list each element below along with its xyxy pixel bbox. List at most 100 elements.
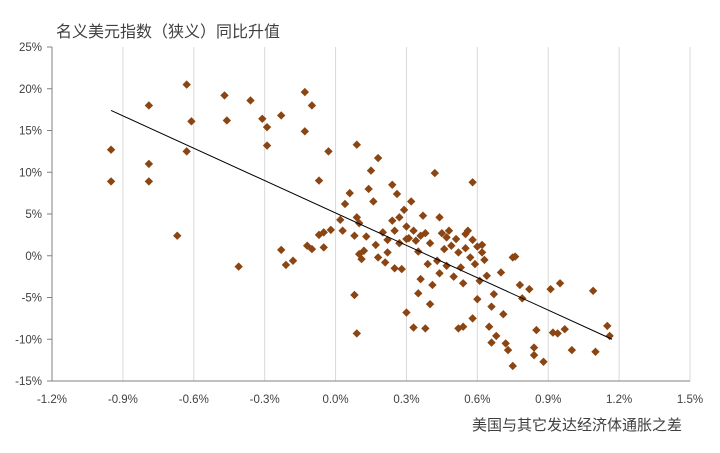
data-point (288, 256, 298, 265)
data-point (496, 268, 506, 277)
y-tick-label: 0% (25, 251, 42, 263)
y-tick-label: 25% (19, 42, 42, 54)
data-point (277, 111, 286, 120)
data-point (473, 242, 482, 251)
data-point (461, 244, 470, 253)
data-point (307, 101, 317, 110)
data-point (416, 274, 425, 284)
data-point (246, 96, 255, 105)
data-point (482, 271, 491, 280)
data-point (468, 235, 477, 245)
x-tick-label: -0.6% (179, 394, 209, 406)
data-point (354, 218, 364, 228)
data-point (458, 279, 468, 288)
data-point (510, 252, 520, 261)
data-point (468, 178, 477, 187)
x-tick-label: 0.6% (464, 394, 490, 406)
axes (47, 46, 690, 382)
data-point (437, 229, 447, 238)
data-point (525, 284, 534, 294)
data-point (300, 127, 310, 136)
data-point (262, 141, 272, 150)
data-points (106, 80, 614, 371)
data-point (373, 253, 383, 262)
data-point (106, 145, 116, 154)
y-tick-label: -10% (15, 334, 42, 346)
data-point (324, 147, 333, 156)
data-point (106, 177, 116, 186)
data-point (388, 180, 397, 189)
y-tick-label: 5% (25, 209, 42, 221)
data-point (409, 226, 418, 235)
data-point (409, 323, 418, 332)
data-point (369, 197, 378, 206)
data-point (182, 147, 191, 156)
x-tick-label: -1.2% (37, 394, 67, 406)
chart-title: 名义美元指数（狭义）同比升值 (56, 22, 281, 41)
data-point (591, 347, 600, 356)
trendline-group (110, 110, 613, 340)
data-point (440, 244, 449, 254)
data-point (560, 325, 569, 334)
data-point (222, 116, 232, 125)
data-point (392, 189, 402, 199)
data-point (548, 328, 558, 337)
data-point (435, 213, 444, 222)
data-point (338, 226, 347, 235)
data-point (277, 245, 286, 255)
data-point (461, 229, 470, 239)
data-point (442, 233, 451, 242)
data-point (345, 188, 354, 198)
data-point (487, 338, 496, 347)
x-tick-label: 1.5% (677, 394, 703, 406)
data-point (144, 101, 154, 110)
data-point (336, 215, 345, 225)
data-point (442, 261, 451, 270)
data-point (477, 248, 487, 257)
data-point (220, 91, 229, 100)
x-tick-label: -0.9% (108, 394, 138, 406)
data-point (553, 329, 562, 338)
data-point (281, 260, 291, 270)
data-point (357, 254, 366, 264)
data-point (567, 345, 577, 355)
data-point (182, 80, 191, 89)
data-point (487, 302, 496, 311)
data-point (555, 279, 565, 288)
x-tick-label: 0.0% (322, 394, 348, 406)
y-tick-label: -15% (15, 376, 42, 388)
data-point (262, 122, 272, 132)
trendline (110, 110, 613, 340)
data-point (314, 230, 324, 240)
data-point (406, 197, 416, 206)
data-point (416, 231, 425, 240)
data-point (539, 357, 548, 366)
data-point (603, 321, 612, 331)
data-point (366, 166, 376, 175)
data-point (480, 255, 489, 265)
data-point (307, 244, 317, 254)
data-point (352, 140, 362, 149)
data-point (326, 225, 336, 235)
data-point (458, 322, 468, 331)
data-point (373, 153, 383, 163)
data-point (418, 211, 428, 220)
data-point (425, 239, 435, 248)
data-point (430, 168, 439, 178)
data-point (359, 246, 369, 255)
y-tick-label: 15% (19, 126, 42, 138)
y-tick-label: -5% (22, 293, 42, 305)
data-point (378, 228, 388, 237)
data-point (449, 272, 458, 281)
data-point (454, 248, 463, 257)
data-point (371, 240, 380, 250)
x-axis-label: 美国与其它发达经济体通胀之差 (471, 416, 682, 434)
data-point (489, 289, 499, 299)
x-tick-label: -0.3% (250, 394, 280, 406)
data-point (352, 329, 362, 338)
data-point (499, 310, 508, 319)
x-tick-label: 0.3% (393, 394, 419, 406)
data-point (484, 322, 494, 331)
tick-labels: -1.2% -0.9% -0.6% -0.3% 0.0% 0.3% 0.6% 0.9% 1.2%… (15, 42, 703, 406)
